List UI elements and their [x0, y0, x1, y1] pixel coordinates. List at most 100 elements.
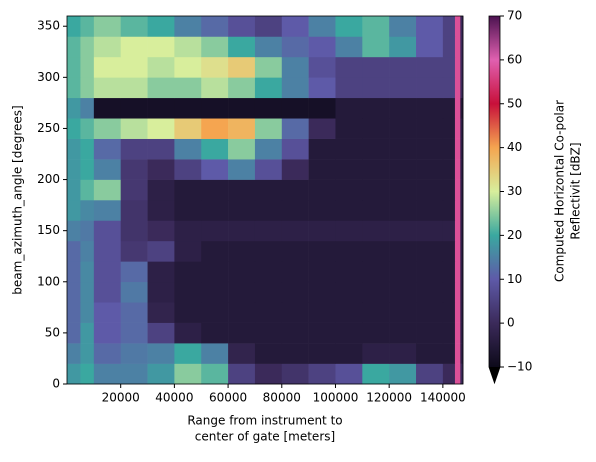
cell	[228, 343, 256, 364]
cell	[389, 179, 417, 201]
cell	[174, 281, 202, 303]
cell	[442, 200, 456, 221]
cell	[442, 220, 456, 242]
cell	[362, 261, 390, 283]
cell	[362, 343, 390, 364]
cell	[308, 220, 336, 242]
cell	[389, 77, 417, 99]
y-tick-label: 0	[52, 377, 60, 391]
colorbar-frame	[488, 15, 501, 385]
cell	[254, 261, 283, 283]
cell	[281, 322, 309, 344]
cell	[120, 138, 148, 160]
cell	[308, 36, 336, 58]
cell	[442, 261, 456, 283]
cell	[254, 179, 283, 201]
cell	[174, 363, 202, 385]
cell	[120, 220, 148, 242]
cell	[147, 16, 175, 37]
cell	[174, 322, 202, 344]
cell	[454, 159, 461, 180]
cell	[201, 343, 229, 364]
cell	[281, 159, 309, 180]
cell	[201, 97, 229, 119]
cell	[442, 97, 456, 119]
cell	[147, 220, 175, 242]
colorbar-tick-label: −10	[507, 360, 532, 374]
colorbar-tick-label: 50	[507, 96, 522, 110]
cell	[281, 302, 309, 323]
x-tick-label: 60000	[209, 391, 247, 405]
cell	[67, 138, 81, 160]
cell	[308, 138, 336, 160]
cell	[174, 302, 202, 323]
cell	[281, 77, 309, 99]
cell	[80, 200, 95, 221]
cell	[174, 36, 202, 58]
cell	[281, 118, 309, 139]
cell	[67, 200, 81, 221]
cell	[201, 261, 229, 283]
cell	[281, 97, 309, 119]
cell	[335, 36, 363, 58]
cell	[254, 36, 283, 58]
cell	[416, 200, 444, 221]
cell	[389, 343, 417, 364]
cell	[228, 363, 256, 385]
cell	[335, 240, 363, 262]
cell	[308, 281, 336, 303]
cell	[416, 56, 444, 78]
cell	[201, 138, 229, 160]
cell	[228, 97, 256, 119]
colorbar-tick-label: 40	[507, 140, 522, 154]
cell	[281, 281, 309, 303]
colorbar-tick-label: 60	[507, 52, 522, 66]
cell	[460, 281, 464, 303]
cell	[442, 118, 456, 139]
cell	[362, 36, 390, 58]
cell	[389, 138, 417, 160]
cell	[416, 261, 444, 283]
cell	[442, 302, 456, 323]
cell	[254, 343, 283, 364]
cell	[174, 138, 202, 160]
cell	[120, 261, 148, 283]
cell	[80, 240, 95, 262]
cell	[120, 363, 148, 385]
cell	[228, 36, 256, 58]
cell	[93, 56, 121, 78]
cell	[93, 97, 121, 119]
cell	[308, 302, 336, 323]
cell	[80, 302, 95, 323]
cell	[67, 343, 81, 364]
cell	[362, 240, 390, 262]
cell	[308, 322, 336, 344]
cell	[335, 261, 363, 283]
cell	[147, 77, 175, 99]
cell	[389, 281, 417, 303]
cell	[454, 77, 461, 99]
cell	[93, 343, 121, 364]
cell	[67, 118, 81, 139]
cell	[93, 261, 121, 283]
cell	[174, 261, 202, 283]
cell	[442, 77, 456, 99]
cell	[335, 118, 363, 139]
cell	[147, 240, 175, 262]
cell	[254, 281, 283, 303]
cell	[228, 159, 256, 180]
cell	[416, 16, 444, 37]
cell	[308, 159, 336, 180]
cell	[442, 36, 456, 58]
cell	[228, 302, 256, 323]
cell	[460, 363, 464, 385]
x-tick-label: 120000	[366, 391, 412, 405]
cell	[416, 281, 444, 303]
cell	[362, 118, 390, 139]
cell	[80, 220, 95, 242]
y-tick-label: 350	[37, 19, 60, 33]
cell	[308, 363, 336, 385]
cell	[201, 363, 229, 385]
cell	[228, 240, 256, 262]
colorbar-tick-label: 20	[507, 228, 522, 242]
